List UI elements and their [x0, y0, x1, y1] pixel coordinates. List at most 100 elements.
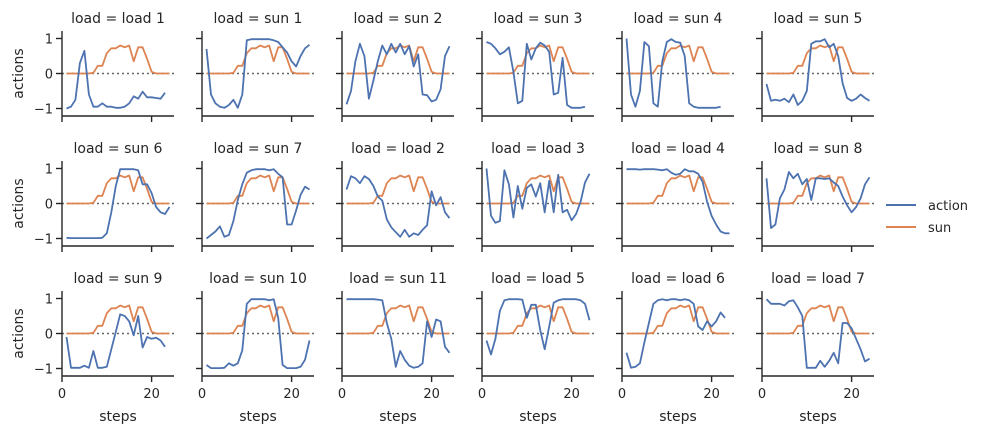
action-series-line	[625, 38, 721, 109]
sun-series-line	[206, 174, 310, 205]
sun-series-line	[486, 304, 590, 335]
facet-panel: load = load 7 0 20 steps	[756, 271, 874, 425]
action-series-line	[345, 175, 451, 238]
x-tick-label: 0	[758, 387, 766, 402]
facet-panel: load = load 5 0 20 steps	[476, 271, 594, 425]
sun-series-line	[66, 44, 170, 75]
panel-title: load = load 7	[771, 271, 865, 287]
x-axis-label: steps	[379, 409, 417, 425]
panel-title: load = sun 10	[209, 271, 307, 287]
legend: action sun	[886, 199, 968, 236]
legend-label: action	[928, 199, 968, 214]
facet-panel: load = sun 3	[476, 11, 594, 122]
facet-panel: load = load 3	[476, 141, 594, 252]
x-tick-label: 20	[703, 387, 720, 402]
panel-title: load = load 2	[351, 141, 445, 157]
panel-title: load = sun 11	[349, 271, 447, 287]
action-series-line	[66, 49, 166, 110]
x-tick-label: 0	[198, 387, 206, 402]
x-axis-label: steps	[799, 409, 837, 425]
sun-series-line	[766, 304, 870, 335]
x-tick-label: 20	[283, 387, 300, 402]
sun-series-line	[766, 174, 870, 205]
action-series-line	[205, 38, 311, 109]
y-tick-label: 0	[45, 328, 53, 343]
x-tick-label: 20	[843, 387, 860, 402]
panel-title: load = load 1	[71, 11, 165, 27]
panel-title: load = sun 6	[74, 141, 163, 157]
x-axis-label: steps	[99, 409, 137, 425]
x-tick-label: 20	[143, 387, 160, 402]
panel-title: load = load 6	[631, 271, 725, 287]
panel-title: load = sun 3	[494, 11, 583, 27]
action-series-line	[765, 298, 870, 369]
sun-series-line	[346, 174, 450, 205]
sun-series-line	[626, 174, 730, 205]
x-tick-label: 20	[423, 387, 440, 402]
action-series-line	[486, 41, 586, 109]
panel-title: load = load 5	[491, 271, 585, 287]
sun-series-line	[766, 44, 870, 75]
x-tick-label: 0	[338, 387, 346, 402]
facet-panel: load = load 4	[616, 141, 734, 252]
x-axis-label: steps	[659, 409, 697, 425]
action-series-line	[346, 298, 451, 369]
facet-panel: load = sun 7	[196, 141, 314, 252]
action-series-line	[765, 38, 870, 106]
facet-panel: load = sun 4	[616, 11, 734, 122]
x-tick-label: 0	[618, 387, 626, 402]
facet-panel: load = sun 6 −1 0 1 actions	[11, 141, 174, 252]
panel-title: load = sun 5	[774, 11, 863, 27]
x-tick-label: 0	[58, 387, 66, 402]
sun-series-line	[626, 44, 730, 75]
sun-series-line	[626, 304, 730, 335]
panel-title: load = load 3	[491, 141, 585, 157]
action-series-line	[485, 298, 591, 356]
facet-panel: load = load 6 0 20 steps	[616, 271, 734, 425]
panel-title: load = sun 8	[774, 141, 863, 157]
action-series-line	[205, 298, 311, 370]
sun-series-line	[206, 304, 310, 335]
panel-title: load = sun 2	[354, 11, 443, 27]
x-axis-label: steps	[519, 409, 557, 425]
action-series-line	[65, 313, 166, 369]
sun-series-line	[486, 174, 590, 205]
facet-panel: load = load 2	[336, 141, 454, 252]
action-series-line	[765, 171, 871, 229]
y-axis-label: actions	[11, 308, 27, 358]
sun-series-line	[206, 44, 310, 75]
action-series-line	[345, 42, 451, 105]
y-tick-label: −1	[34, 233, 53, 248]
y-tick-label: 0	[45, 198, 53, 213]
facet-panel: load = sun 1	[196, 11, 314, 122]
panel-title: load = sun 7	[214, 141, 303, 157]
y-tick-label: 0	[45, 68, 53, 83]
facet-panel: load = sun 8	[756, 141, 874, 252]
y-axis-label: actions	[11, 178, 27, 228]
panel-title: load = sun 9	[74, 271, 163, 287]
sun-series-line	[66, 304, 170, 335]
action-series-line	[205, 168, 310, 240]
y-tick-label: 1	[45, 163, 53, 178]
action-series-line	[485, 168, 591, 224]
x-tick-label: 0	[478, 387, 486, 402]
legend-label: sun	[928, 221, 951, 236]
facet-panel: load = sun 11 0 20 steps	[336, 271, 454, 425]
x-axis-label: steps	[239, 409, 277, 425]
facet-panel: load = sun 5	[756, 11, 874, 122]
y-tick-label: −1	[34, 103, 53, 118]
panel-title: load = sun 4	[634, 11, 723, 27]
action-series-line	[66, 168, 171, 240]
action-series-line	[626, 168, 730, 235]
facet-panel: load = sun 10 0 20 steps	[196, 271, 314, 425]
facet-panel: load = sun 2	[336, 11, 454, 122]
y-tick-label: 1	[45, 293, 53, 308]
action-series-line	[625, 298, 726, 369]
y-tick-label: −1	[34, 363, 53, 378]
x-tick-label: 20	[563, 387, 580, 402]
panel-title: load = load 4	[631, 141, 725, 157]
panel-title: load = sun 1	[214, 11, 303, 27]
